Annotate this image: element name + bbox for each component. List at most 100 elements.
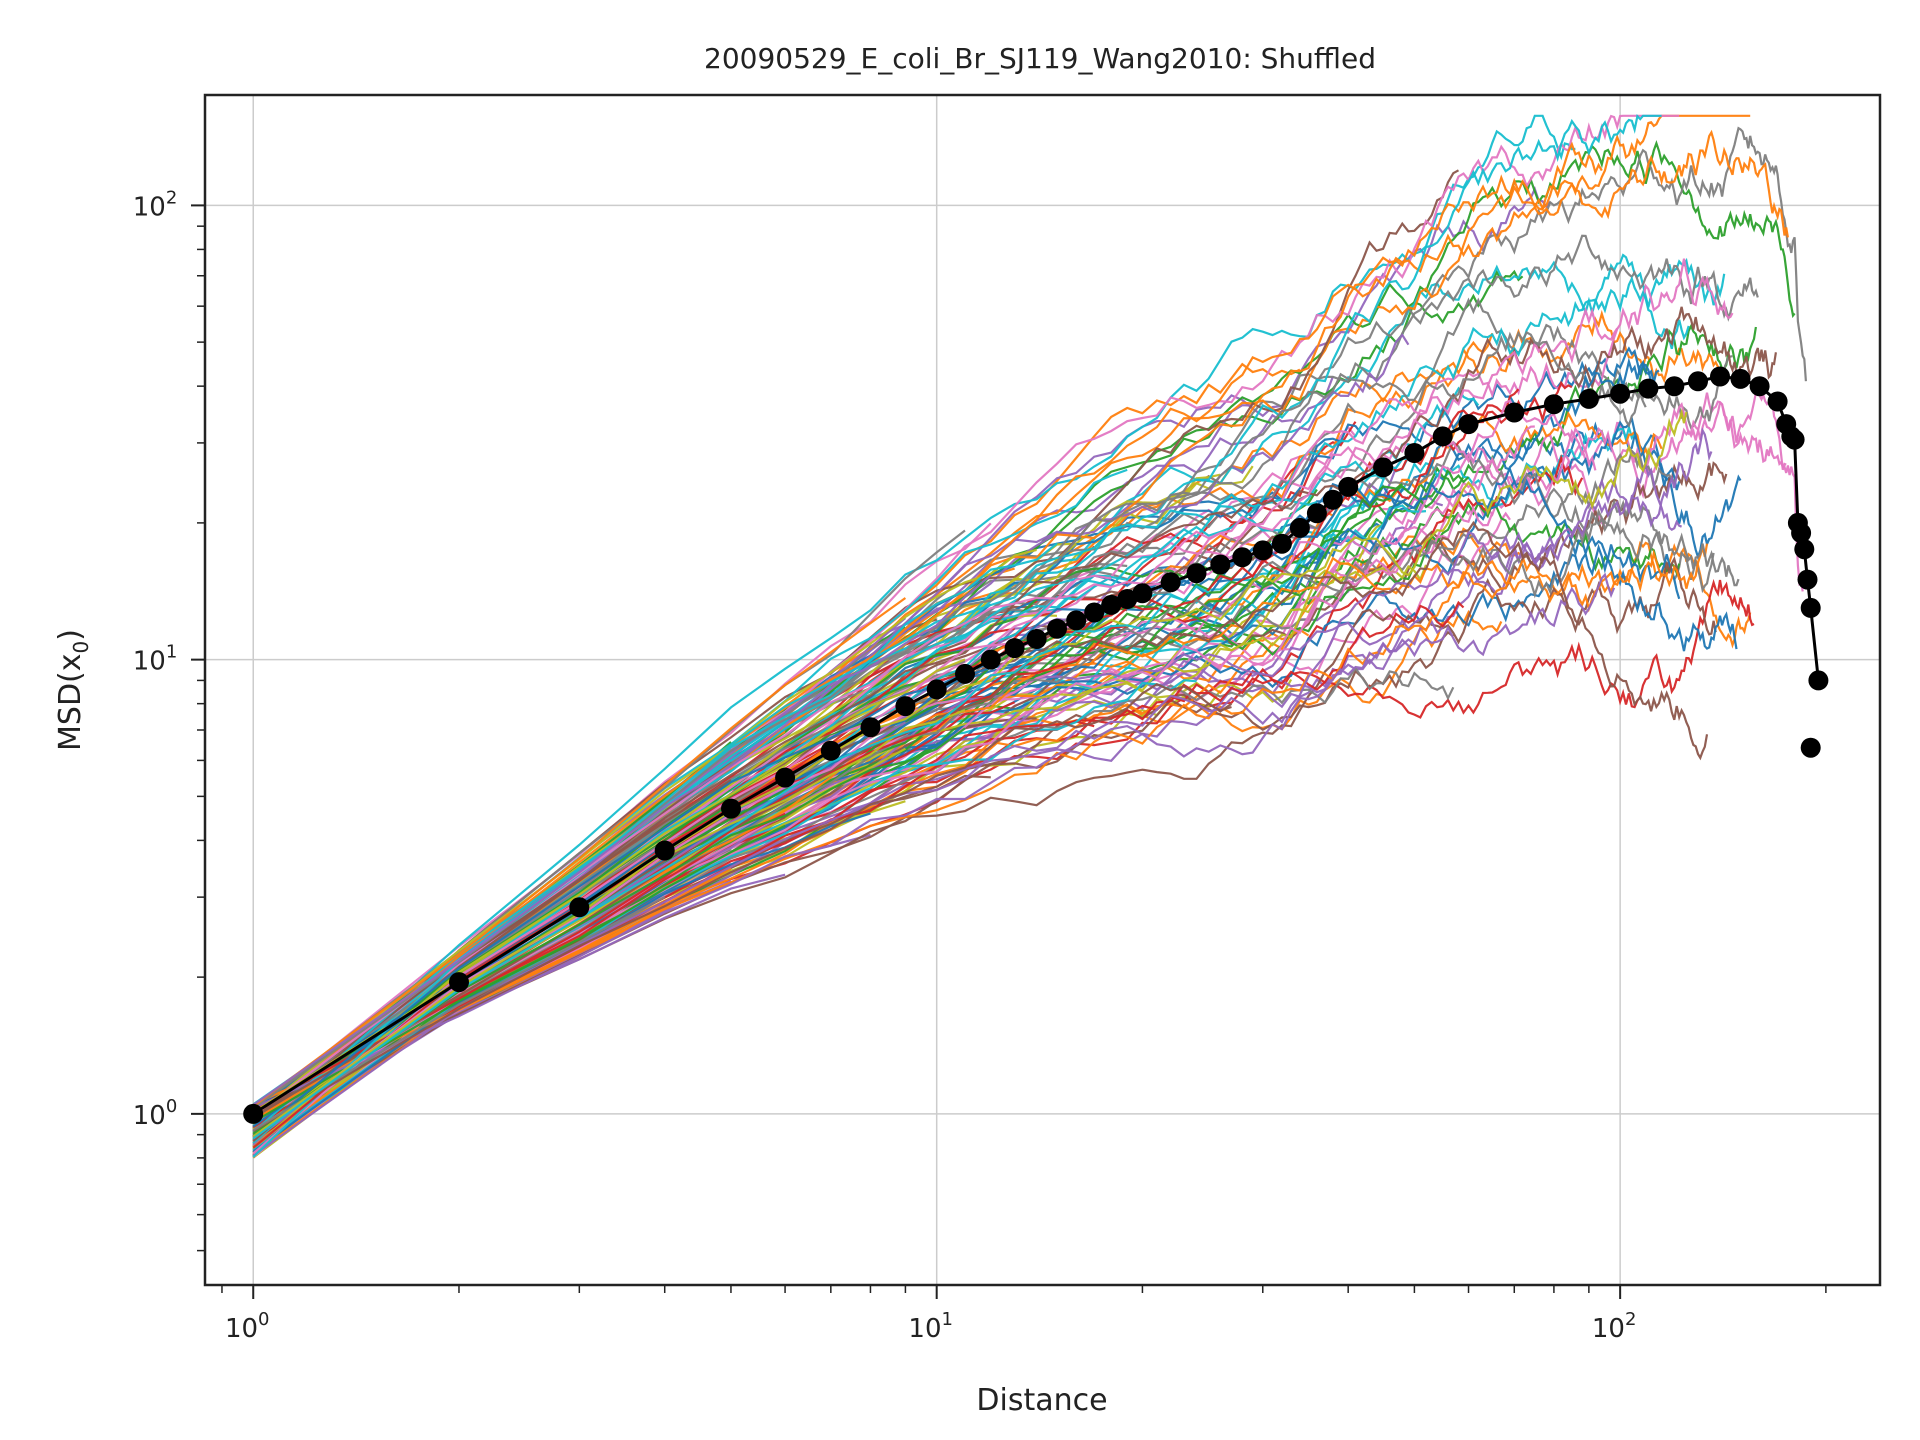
- mean-point: [1767, 391, 1788, 412]
- mean-point: [449, 972, 469, 993]
- mean-point: [1543, 394, 1564, 415]
- series-line: [252, 548, 1037, 1117]
- mean-point: [1373, 457, 1394, 478]
- mean-point: [1664, 376, 1685, 397]
- y-tick-exponent: 1: [166, 642, 177, 663]
- mean-point: [860, 717, 881, 738]
- series-line: [252, 720, 1095, 1157]
- mean-point: [1210, 554, 1231, 575]
- mean-point: [1432, 426, 1453, 447]
- individual-series: [252, 113, 1807, 1159]
- mean-point: [1117, 589, 1138, 609]
- series-line: [252, 415, 1681, 1135]
- series-line: [252, 543, 1709, 1106]
- mean-point: [1730, 368, 1751, 389]
- series-line: [252, 658, 966, 1149]
- mean-point: [1186, 563, 1207, 584]
- series-line: [252, 824, 786, 1124]
- series-line: [252, 779, 732, 1123]
- mean-point: [1289, 517, 1310, 538]
- series-line: [252, 458, 1404, 1115]
- x-tick-exponent: 2: [1625, 1309, 1636, 1330]
- mean-point: [1458, 414, 1479, 435]
- mean-point: [1232, 547, 1253, 568]
- y-tick-label: 101: [133, 642, 178, 677]
- series-line: [252, 727, 966, 1135]
- y-axis-label-end: ): [53, 629, 88, 641]
- mean-point: [1066, 610, 1087, 631]
- series-line: [252, 625, 1128, 1111]
- series-line: [252, 578, 1755, 1146]
- series-line: [252, 114, 1751, 1157]
- mean-point: [1808, 670, 1829, 691]
- mean-point: [1688, 371, 1708, 392]
- series-line: [252, 443, 1422, 1151]
- mean-point: [721, 798, 741, 819]
- y-axis-label-sub: 0: [69, 641, 93, 654]
- mean-point: [654, 840, 675, 861]
- mean-point: [1578, 388, 1599, 409]
- series-line: [252, 666, 1455, 1114]
- mean-point: [1271, 533, 1292, 554]
- series-line: [252, 129, 1789, 1151]
- series-line: [252, 482, 1410, 1118]
- series-line: [252, 461, 1683, 1109]
- series-line: [252, 682, 1232, 1133]
- x-axis-ticks: 100 101 102: [221, 1285, 1827, 1344]
- series-line: [252, 141, 1603, 1118]
- mean-point: [1026, 629, 1047, 649]
- mean-point: [926, 679, 947, 700]
- mean-point: [980, 649, 1001, 670]
- series-line: [252, 386, 1480, 1120]
- y-axis-ticks: 100 101 102: [133, 187, 205, 1252]
- mean-point: [1791, 523, 1812, 543]
- series-line: [252, 505, 1494, 1132]
- mean-point: [775, 767, 796, 788]
- y-tick-exponent: 2: [166, 187, 177, 208]
- series-line: [252, 402, 1357, 1117]
- y-axis-label: MSD(x0): [53, 629, 93, 751]
- series-line: [252, 408, 1688, 1138]
- mean-point: [1504, 402, 1525, 423]
- mean-point: [1610, 383, 1631, 404]
- x-tick-label: 100: [225, 1309, 270, 1344]
- series-line: [252, 113, 1662, 1133]
- mean-point: [569, 897, 590, 918]
- mean-point: [1710, 366, 1730, 387]
- series-line: [252, 896, 666, 1132]
- y-tick-label: 100: [133, 1096, 178, 1131]
- plot-frame: [203, 93, 1882, 1287]
- series-line: [252, 275, 1690, 1151]
- series-line: [252, 114, 1680, 1120]
- series-line: [252, 332, 1494, 1108]
- mean-point: [1101, 594, 1122, 615]
- mean-tail-point: [1800, 737, 1821, 758]
- mean-point: [955, 663, 975, 684]
- mean-point: [243, 1103, 264, 1124]
- series-line: [252, 574, 992, 1106]
- series-line: [252, 542, 1058, 1158]
- x-tick-label: 102: [1592, 1309, 1637, 1344]
- series-line: [252, 421, 1742, 1119]
- x-tick-label: 101: [908, 1309, 953, 1344]
- series-line: [252, 698, 1233, 1140]
- mean-point: [1252, 540, 1273, 561]
- x-tick-exponent: 1: [942, 1309, 953, 1330]
- mean-point: [1084, 602, 1105, 623]
- series-line: [252, 297, 1733, 1148]
- series-line: [252, 572, 1616, 1157]
- mean-point: [1132, 583, 1153, 604]
- mean-point: [1322, 489, 1343, 510]
- series-line: [252, 556, 1524, 1122]
- series-line: [252, 574, 1112, 1155]
- series-line: [252, 465, 1254, 1143]
- mean-point: [1160, 572, 1181, 593]
- y-tick-label: 102: [133, 187, 178, 222]
- mean-point: [1784, 429, 1805, 450]
- mean-point: [1004, 638, 1025, 659]
- series-line: [252, 585, 1210, 1140]
- mean-point: [895, 696, 916, 717]
- mean-point: [1306, 503, 1327, 524]
- chart-title: 20090529_E_coli_Br_SJ119_Wang2010: Shuff…: [704, 42, 1376, 75]
